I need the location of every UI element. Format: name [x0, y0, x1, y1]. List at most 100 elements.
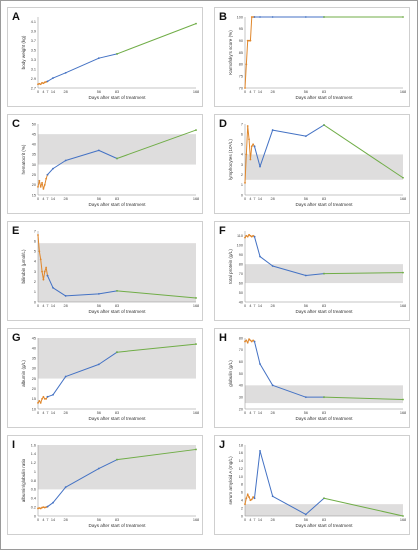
data-point-green — [195, 297, 197, 299]
x-tick-label: 14 — [51, 197, 55, 201]
data-point-blue — [46, 395, 49, 398]
series-line-orange — [244, 493, 255, 505]
data-point-orange — [252, 143, 255, 146]
data-point-green — [402, 515, 404, 517]
y-tick-label: 3.5 — [31, 48, 36, 52]
y-tick-label: 3.7 — [31, 39, 36, 43]
y-tick-label: 80 — [239, 262, 243, 266]
normal-range-band — [245, 154, 403, 180]
y-tick-label: 60 — [239, 360, 243, 364]
x-tick-label: 168 — [400, 90, 406, 94]
data-point-blue — [259, 255, 261, 258]
y-tick-label: 6 — [241, 132, 243, 136]
data-point-blue — [46, 173, 49, 176]
data-point-green — [323, 272, 325, 275]
data-point-orange — [250, 16, 253, 18]
y-tick-label: 40 — [32, 346, 36, 350]
data-point-green — [195, 129, 197, 131]
data-point-blue — [64, 71, 67, 74]
data-point-orange — [42, 188, 45, 190]
series-line-blue — [47, 53, 118, 82]
x-tick-label: 83 — [115, 197, 119, 201]
data-point-orange — [45, 80, 48, 83]
chart-panel-j: J 0 2 4 6 8 10 12 14 16 18 0 4 7 14 28 56 83 168 Days after… — [214, 435, 410, 535]
y-tick-label: 30 — [32, 367, 36, 371]
x-tick-label: 4 — [249, 518, 251, 522]
data-point-blue — [46, 505, 49, 508]
data-point-blue — [253, 16, 256, 18]
x-tick-label: 7 — [253, 197, 255, 201]
x-tick-label: 4 — [249, 197, 251, 201]
y-tick-label: 45 — [32, 336, 36, 340]
series-line-green — [116, 23, 197, 55]
y-tick-label: 80 — [239, 336, 243, 340]
data-point-orange — [42, 278, 45, 281]
x-tick-label: 83 — [322, 411, 326, 415]
data-point-green — [323, 396, 325, 399]
data-point-blue — [304, 135, 307, 138]
data-point-orange — [38, 399, 41, 402]
x-tick-label: 14 — [51, 518, 55, 522]
data-point-blue — [52, 286, 54, 289]
data-point-orange — [43, 506, 46, 509]
data-point-orange — [244, 503, 246, 506]
panel-letter-j: J — [219, 439, 226, 451]
data-point-orange — [244, 340, 246, 343]
x-tick-label: 4 — [42, 411, 44, 415]
panel-letter-b: B — [219, 11, 227, 23]
data-point-orange — [45, 506, 48, 509]
chart-panel-g: G 10 15 20 25 30 35 40 45 0 4 7 14 28 56 83 168 Days afte… — [7, 328, 203, 428]
x-tick-label: 4 — [42, 197, 44, 201]
y-tick-label: 25 — [32, 377, 36, 381]
data-point-blue — [52, 393, 54, 396]
data-point-green — [116, 157, 118, 160]
data-point-orange — [41, 270, 43, 273]
data-point-orange — [248, 233, 250, 236]
panel-letter-e: E — [12, 225, 20, 237]
data-point-blue — [97, 363, 100, 366]
y-tick-label: 70 — [239, 86, 243, 90]
data-point-orange — [250, 340, 253, 343]
data-point-orange — [37, 185, 39, 188]
series-line-green — [116, 343, 197, 353]
y-tick-label: 40 — [32, 143, 36, 147]
y-tick-label: 0.8 — [31, 479, 36, 483]
x-axis-label: Days after start of treatment — [296, 202, 354, 207]
data-point-green — [195, 448, 197, 451]
data-point-orange — [245, 339, 248, 342]
data-point-orange — [252, 234, 255, 237]
data-point-green — [323, 497, 325, 500]
data-point-blue — [97, 467, 100, 470]
x-tick-label: 56 — [304, 411, 308, 415]
data-point-blue — [64, 486, 67, 489]
y-tick-label: 15 — [32, 397, 36, 401]
data-point-orange — [39, 185, 42, 188]
chart-svg-i: 00.20.40.60.811.21.41.60 4 7 14 28 56 83 168Day… — [21, 443, 199, 528]
x-tick-label: 28 — [271, 304, 275, 308]
y-tick-label: 20 — [239, 407, 243, 411]
x-axis-label: Days after start of treatment — [296, 95, 354, 100]
x-tick-label: 56 — [304, 90, 308, 94]
data-point-orange — [41, 181, 43, 184]
data-point-orange — [43, 81, 46, 84]
data-point-orange — [246, 493, 249, 496]
y-tick-label: 90 — [239, 39, 243, 43]
x-tick-label: 7 — [46, 518, 48, 522]
x-tick-label: 4 — [249, 90, 251, 94]
chart-svg-b: 70 75 80 85 90 95 100 0 4 7 14 28 56 83 168 Days after … — [228, 15, 406, 100]
y-tick-label: 85 — [239, 51, 243, 55]
chart-svg-f: 40 50 60 70 80 90 100 110 0 4 7 14 28 56 83 168 Days aft… — [228, 231, 406, 314]
y-tick-label: 3.9 — [31, 30, 36, 34]
x-tick-label: 168 — [193, 197, 199, 201]
series-line-orange — [37, 396, 48, 404]
data-point-blue — [304, 274, 307, 277]
x-tick-label: 56 — [97, 197, 101, 201]
series-line-green — [323, 396, 404, 401]
chart-svg-a: 2.7 2.9 3.1 3.3 3.5 3.7 3.9 4.1 0 4 7 14 28 56 83 168 Da… — [21, 17, 199, 100]
data-point-orange — [39, 258, 42, 261]
x-tick-label: 0 — [37, 518, 39, 522]
data-point-green — [116, 458, 118, 461]
data-point-orange — [250, 145, 253, 148]
data-point-green — [116, 289, 118, 292]
y-tick-label: 70 — [239, 272, 243, 276]
